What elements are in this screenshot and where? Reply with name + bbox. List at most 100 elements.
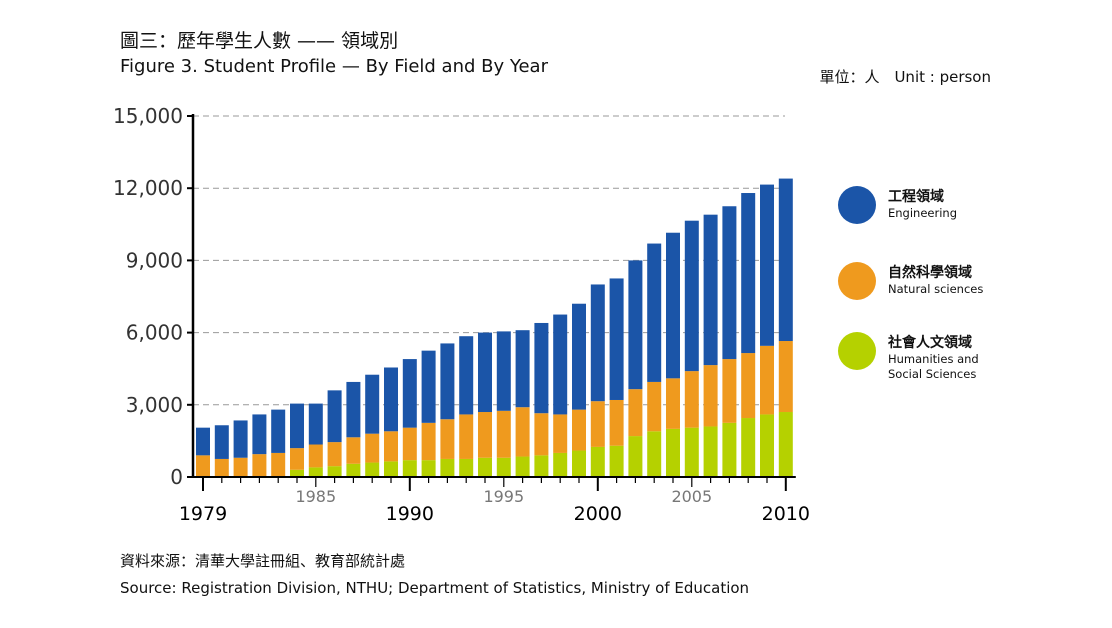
bar-segment [327,390,342,443]
bar-segment [515,407,530,457]
bar-segment [684,371,699,428]
bar-segment [384,461,398,477]
y-tick-label: 12,000 [113,176,183,200]
x-tick-label: 1985 [295,487,336,506]
bar-segment [647,381,662,432]
legend-label-zh: 自然科學領域 [888,265,972,281]
bar-segment [572,409,586,451]
x-tick-labels: 1979 1985 1990 1995 2000 2005 2010 [179,487,810,525]
x-tick-label: 1995 [483,487,524,506]
bar-segment [214,458,229,477]
bars-group [196,178,793,477]
x-tick-label: 2005 [671,487,712,506]
bar-segment [233,420,248,458]
bar-segment [496,457,511,477]
bar-segment [590,446,605,477]
bar-segment [741,418,756,477]
bar-segment [346,463,361,477]
bar-segment [421,422,436,461]
bar-segment [440,458,455,477]
bar-segment [290,469,304,477]
bar-segment [196,455,210,477]
bar-segment [327,466,342,477]
bar-segment [402,460,417,477]
bar-segment [760,345,774,415]
bar-segment [666,378,680,429]
bar-segment [365,433,380,463]
bar-segment [553,414,568,453]
bar-segment [741,353,756,419]
bar-segment [703,365,718,427]
bar-segment [308,444,323,468]
source-en: Source: Registration Division, NTHU; Dep… [120,579,750,597]
bar-segment [271,452,286,477]
bar-segment [722,359,737,423]
y-tick-label: 3,000 [126,393,183,417]
bar-segment [628,260,643,390]
legend-swatch-engineering [838,186,876,224]
bar-segment [271,409,286,453]
bar-segment [572,450,586,477]
legend-label-en: Engineering [888,206,957,220]
legend-label-zh: 社會人文領域 [888,335,972,351]
bar-segment [534,455,549,477]
bar-segment [703,426,718,477]
bar-segment [553,452,568,477]
y-tick-label: 6,000 [126,321,183,345]
bar-segment [609,399,624,446]
bar-segment [478,457,492,477]
bar-segment [553,314,568,415]
bar-segment [590,284,605,402]
bar-segment [384,431,398,462]
legend-label-en: Natural sciences [888,282,984,296]
bar-segment [308,467,323,477]
bar-segment [515,456,530,477]
bar-segment [496,410,511,458]
bar-segment [778,412,793,477]
x-tick-label: 2000 [574,503,622,525]
axes [187,114,796,491]
bar-segment [459,414,474,459]
bar-segment [534,413,549,456]
bar-segment [346,381,361,438]
bar-segment [252,414,267,455]
legend-label-zh: 工程領域 [888,189,944,205]
bar-segment [478,332,492,413]
bar-segment [402,359,417,428]
bar-segment [666,232,680,379]
legend-swatch-humanities [838,332,876,370]
bar-segment [778,178,793,342]
bar-segment [440,343,455,420]
bar-segment [290,448,304,470]
bar-segment [722,206,737,360]
y-tick-labels: 0 3,000 6,000 9,000 12,000 15,000 [113,104,183,489]
bar-segment [647,243,662,382]
bar-segment [722,422,737,477]
chart-title-en: Figure 3. Student Profile — By Field and… [120,56,548,77]
bar-segment [440,419,455,459]
y-tick-label: 9,000 [126,248,183,272]
bar-segment [459,458,474,477]
bar-segment [308,403,323,445]
bar-segment [346,437,361,464]
bar-segment [384,367,398,432]
bar-segment [628,389,643,437]
bar-segment [421,460,436,477]
bar-segment [478,412,492,458]
bar-segment [402,427,417,461]
bar-segment [703,214,718,366]
bar-segment [252,454,267,477]
bar-segment [741,193,756,354]
bar-segment [572,303,586,410]
bar-segment [666,428,680,477]
bar-segment [684,220,699,372]
bar-segment [590,401,605,447]
bar-segment [647,431,662,477]
bar-segment [628,436,643,477]
bar-segment [196,427,210,456]
bar-segment [515,330,530,408]
bar-segment [459,336,474,415]
bar-segment [534,322,549,414]
bar-segment [365,374,380,434]
bar-segment [609,278,624,400]
